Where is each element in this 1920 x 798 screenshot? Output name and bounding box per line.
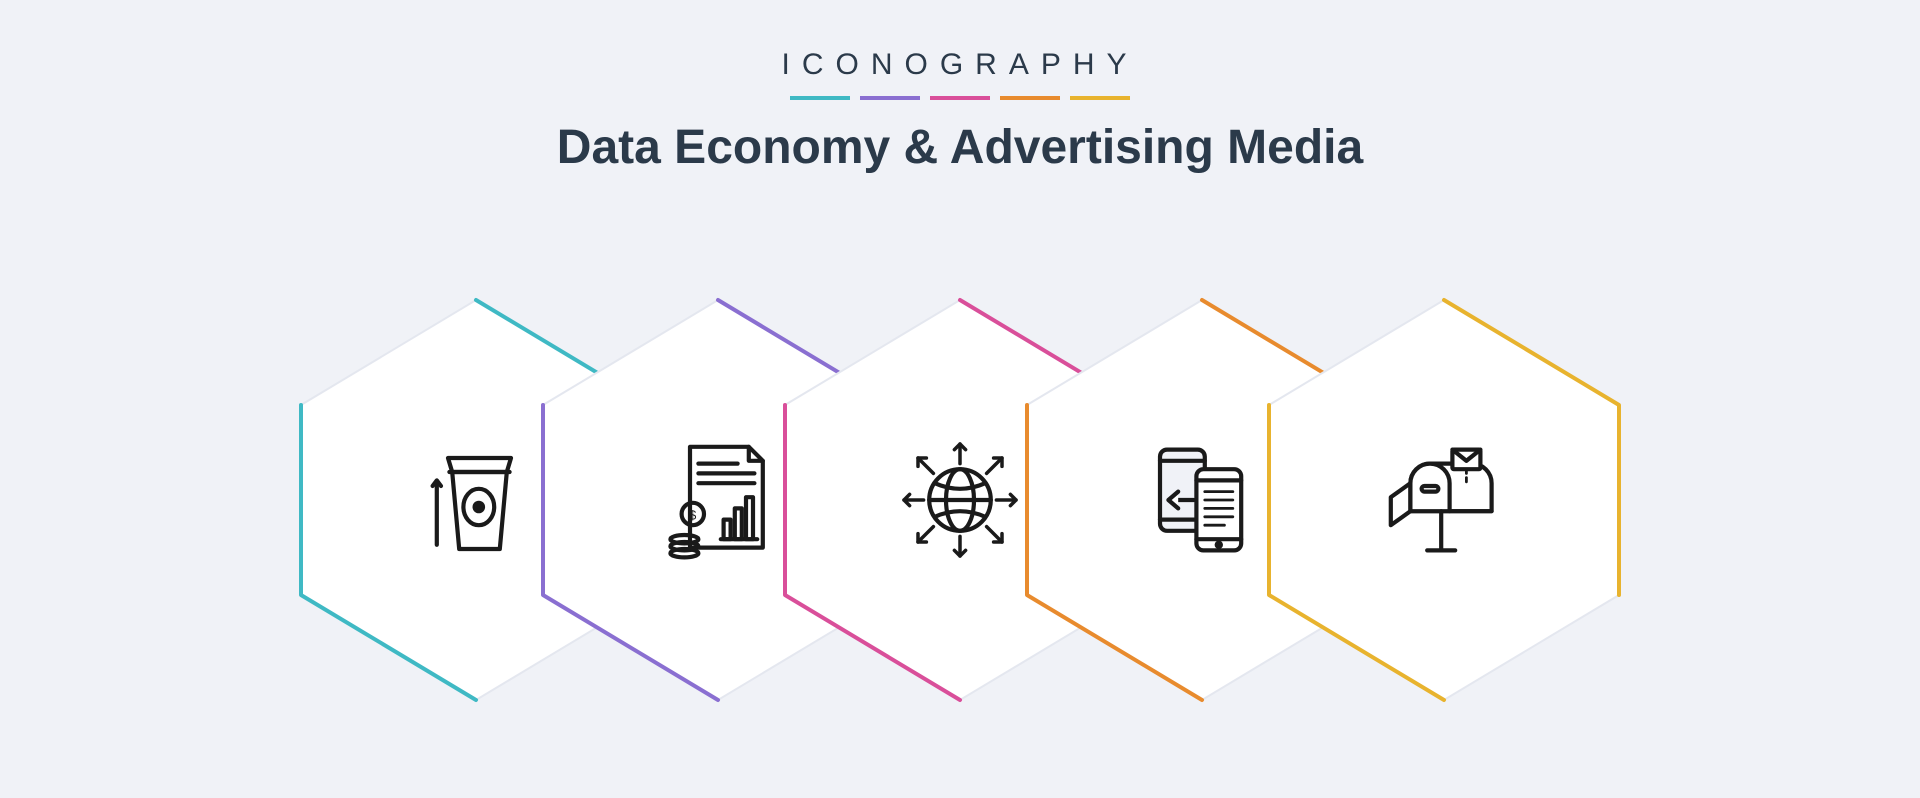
accent-bar-2 bbox=[930, 96, 990, 100]
page-title: Data Economy & Advertising Media bbox=[0, 120, 1920, 175]
svg-text:$: $ bbox=[689, 509, 696, 523]
globe-network-icon bbox=[890, 430, 1030, 570]
brand-label: ICONOGRAPHY bbox=[0, 48, 1920, 82]
accent-bar-0 bbox=[790, 96, 850, 100]
accent-bar-4 bbox=[1070, 96, 1130, 100]
accent-bar-3 bbox=[1000, 96, 1060, 100]
mobile-transfer-icon bbox=[1132, 430, 1272, 570]
accent-row bbox=[0, 96, 1920, 100]
hex-card-4 bbox=[1259, 290, 1629, 710]
hexagon-row: $ bbox=[355, 290, 1565, 710]
coffee-cup-icon bbox=[406, 430, 546, 570]
financial-report-icon: $ bbox=[648, 430, 788, 570]
accent-bar-1 bbox=[860, 96, 920, 100]
header: ICONOGRAPHY Data Economy & Advertising M… bbox=[0, 0, 1920, 175]
mailbox-icon bbox=[1374, 430, 1514, 570]
